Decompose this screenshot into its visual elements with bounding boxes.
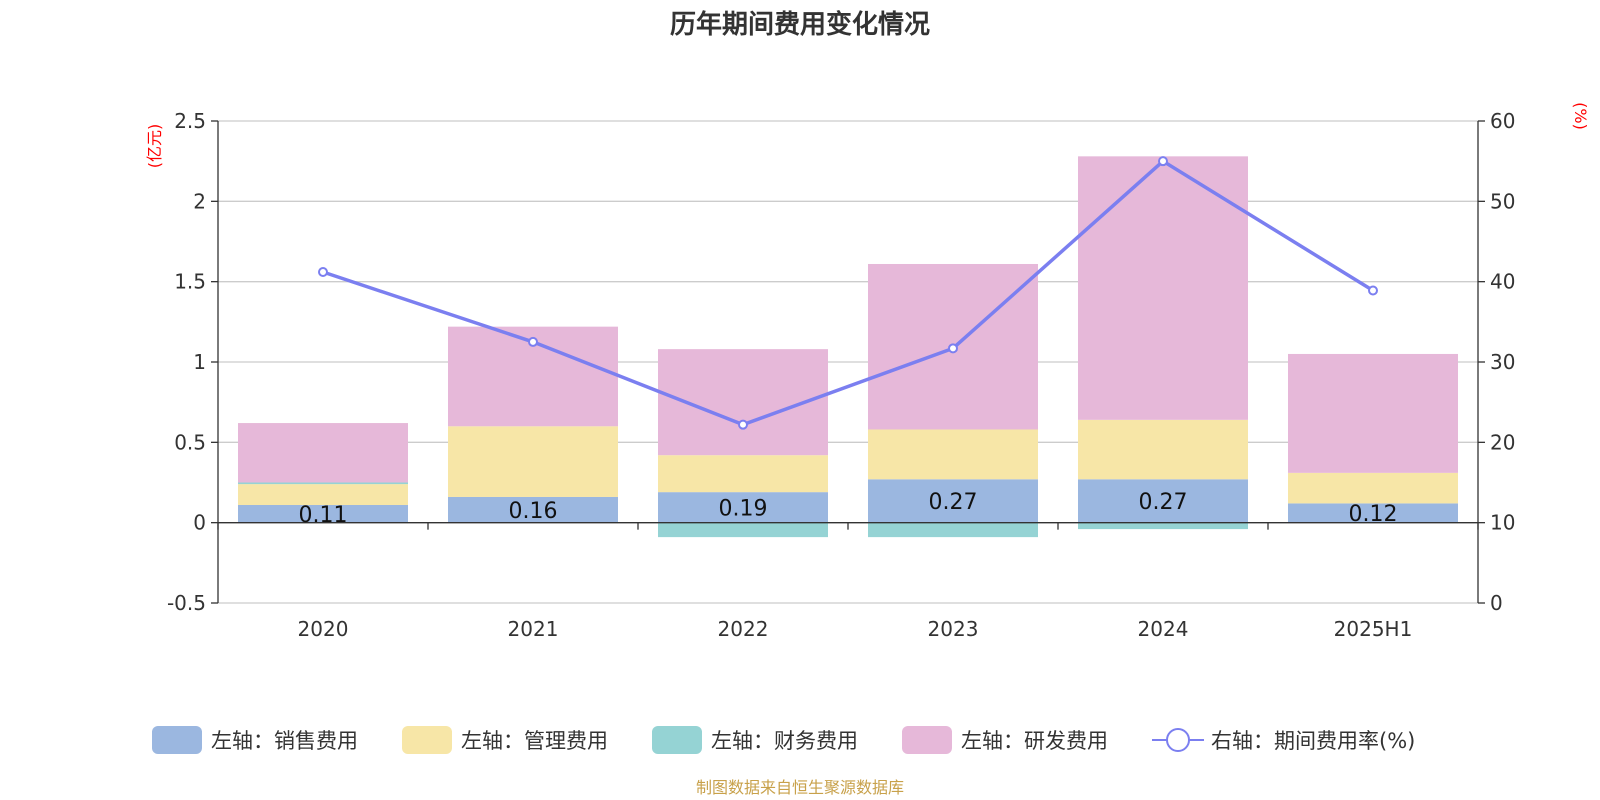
- rate-point-2021: [528, 336, 538, 347]
- bar-2021: [448, 496, 618, 523]
- right-axis-tick-label: 50: [1490, 189, 1515, 213]
- bar-2020: [238, 484, 408, 505]
- axes: -0.5 0 0.5 1 1.5 2 2.5 0 10 20 30 40 50 60 2020 2021 202…: [167, 109, 1515, 641]
- legend-item-2[interactable]: 左轴：管理费用: [402, 726, 608, 754]
- legend-label: 左轴：研发费用: [961, 729, 1108, 753]
- bar-2022: [658, 455, 828, 493]
- right-axis-tick-label: 10: [1490, 511, 1515, 535]
- legend-swatch: [152, 726, 202, 754]
- right-axis-unit: (%): [1571, 102, 1590, 130]
- rate-point-2023: [948, 343, 958, 354]
- rate-point-2025H1: [1368, 285, 1378, 296]
- bar-2025H1: [1288, 353, 1458, 473]
- left-axis-tick-label: 2.5: [174, 109, 206, 133]
- bar-2022: [658, 492, 828, 523]
- chart-title: 历年期间费用变化情况: [670, 9, 930, 40]
- x-axis-tick-label: 2021: [508, 617, 559, 641]
- rate-point-2024: [1158, 156, 1168, 167]
- legend-item-3[interactable]: 左轴：财务费用: [652, 726, 858, 754]
- bar-2023: [868, 479, 1038, 523]
- legend-item-4[interactable]: 左轴：研发费用: [902, 726, 1108, 754]
- x-axis-tick-label: 2024: [1138, 617, 1189, 641]
- left-axis-tick-label: 0.5: [174, 430, 206, 454]
- bar-2021: [448, 426, 618, 497]
- data-label: 0.19: [719, 496, 768, 521]
- bar-2024: [1078, 156, 1248, 420]
- bar-2022: [658, 522, 828, 538]
- left-axis-tick-label: 0: [193, 511, 206, 535]
- bar-2020: [238, 423, 408, 483]
- data-label: 0.12: [1349, 502, 1398, 527]
- right-axis-tick-label: 30: [1490, 350, 1515, 374]
- bar-2020: [238, 504, 408, 523]
- left-axis-tick-label: 1: [193, 350, 206, 374]
- rate-line: [322, 158, 1374, 427]
- bar-2024: [1078, 479, 1248, 523]
- legend-circle-icon: [1166, 728, 1190, 752]
- bar-series: [238, 156, 1458, 538]
- legend[interactable]: 左轴：销售费用 左轴：管理费用 左轴：财务费用 左轴：研发费用 右轴：期间费用率(%): [152, 726, 1415, 754]
- left-axis-tick-label: 1.5: [174, 270, 206, 294]
- data-label: 0.11: [299, 503, 348, 528]
- x-axis-tick-label: 2023: [928, 617, 979, 641]
- bar-2020: [238, 482, 408, 485]
- left-axis-tick-label: -0.5: [167, 591, 206, 615]
- data-label: 0.27: [929, 490, 978, 515]
- bar-2023: [868, 429, 1038, 480]
- right-axis-tick-label: 40: [1490, 270, 1515, 294]
- legend-swatch: [652, 726, 702, 754]
- bar-2025H1: [1288, 503, 1458, 523]
- x-axis-tick-label: 2022: [718, 617, 769, 641]
- x-axis-tick-label: 2025H1: [1334, 617, 1413, 641]
- data-label: 0.16: [509, 499, 558, 524]
- bar-2024: [1078, 419, 1248, 480]
- rate-point-2020: [318, 267, 328, 278]
- source-note: 制图数据来自恒生聚源数据库: [696, 778, 904, 797]
- data-label: 0.27: [1139, 490, 1188, 515]
- bar-2025H1: [1288, 472, 1458, 504]
- legend-swatch: [902, 726, 952, 754]
- legend-item-1[interactable]: 左轴：销售费用: [152, 726, 358, 754]
- right-axis-tick-label: 60: [1490, 109, 1515, 133]
- legend-swatch: [402, 726, 452, 754]
- bar-2023: [868, 522, 1038, 538]
- left-axis-tick-label: 2: [193, 189, 206, 213]
- right-axis-tick-label: 0: [1490, 591, 1503, 615]
- legend-label: 右轴：期间费用率(%): [1211, 729, 1415, 753]
- right-axis-tick-label: 20: [1490, 430, 1515, 454]
- legend-label: 左轴：管理费用: [461, 729, 608, 753]
- bar-2024: [1078, 522, 1248, 530]
- data-labels: 0.11 0.16 0.19 0.27 0.27 0.12: [299, 490, 1398, 528]
- legend-label: 左轴：财务费用: [711, 729, 858, 753]
- legend-label: 左轴：销售费用: [211, 729, 358, 753]
- legend-item-5[interactable]: 右轴：期间费用率(%): [1152, 728, 1415, 753]
- rate-point-2022: [738, 419, 748, 430]
- left-axis-unit: (亿元): [145, 124, 164, 169]
- rate-line-series: [318, 156, 1378, 430]
- x-axis-tick-label: 2020: [298, 617, 349, 641]
